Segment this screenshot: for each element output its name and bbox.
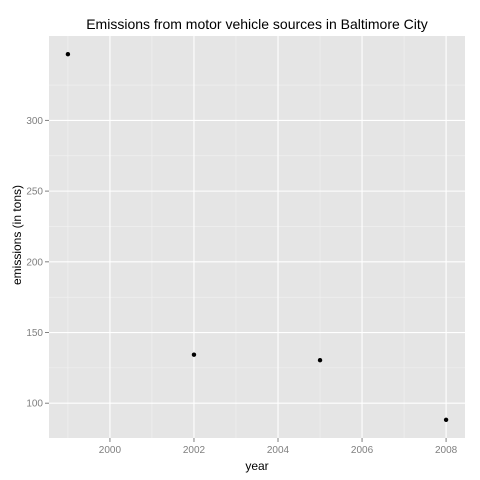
chart-title: Emissions from motor vehicle sources in …	[86, 16, 428, 32]
minor-gridlines	[49, 36, 465, 438]
y-tick-label: 300	[26, 116, 43, 127]
data-points	[65, 52, 449, 422]
x-tick-label: 2004	[267, 445, 290, 456]
y-tick-label: 100	[26, 399, 43, 410]
x-tick-label: 2008	[435, 445, 458, 456]
data-point	[317, 357, 323, 363]
y-tick-label: 200	[26, 257, 43, 268]
y-tick-label: 150	[26, 328, 43, 339]
x-axis-label: year	[245, 459, 268, 473]
data-point	[443, 417, 449, 422]
x-axis-ticks: 2000 2002 2004 2006 2008	[99, 438, 458, 456]
x-tick-label: 2000	[99, 445, 122, 456]
data-point	[65, 52, 71, 57]
plot-panel	[49, 36, 465, 438]
y-axis-label: emissions (in tons)	[10, 185, 24, 285]
y-axis-ticks: 100 150 200 250 300	[26, 116, 49, 410]
x-tick-label: 2006	[351, 445, 374, 456]
data-point	[191, 352, 197, 357]
y-tick-label: 250	[26, 187, 43, 198]
x-tick-label: 2002	[183, 445, 206, 456]
major-gridlines	[49, 36, 465, 438]
